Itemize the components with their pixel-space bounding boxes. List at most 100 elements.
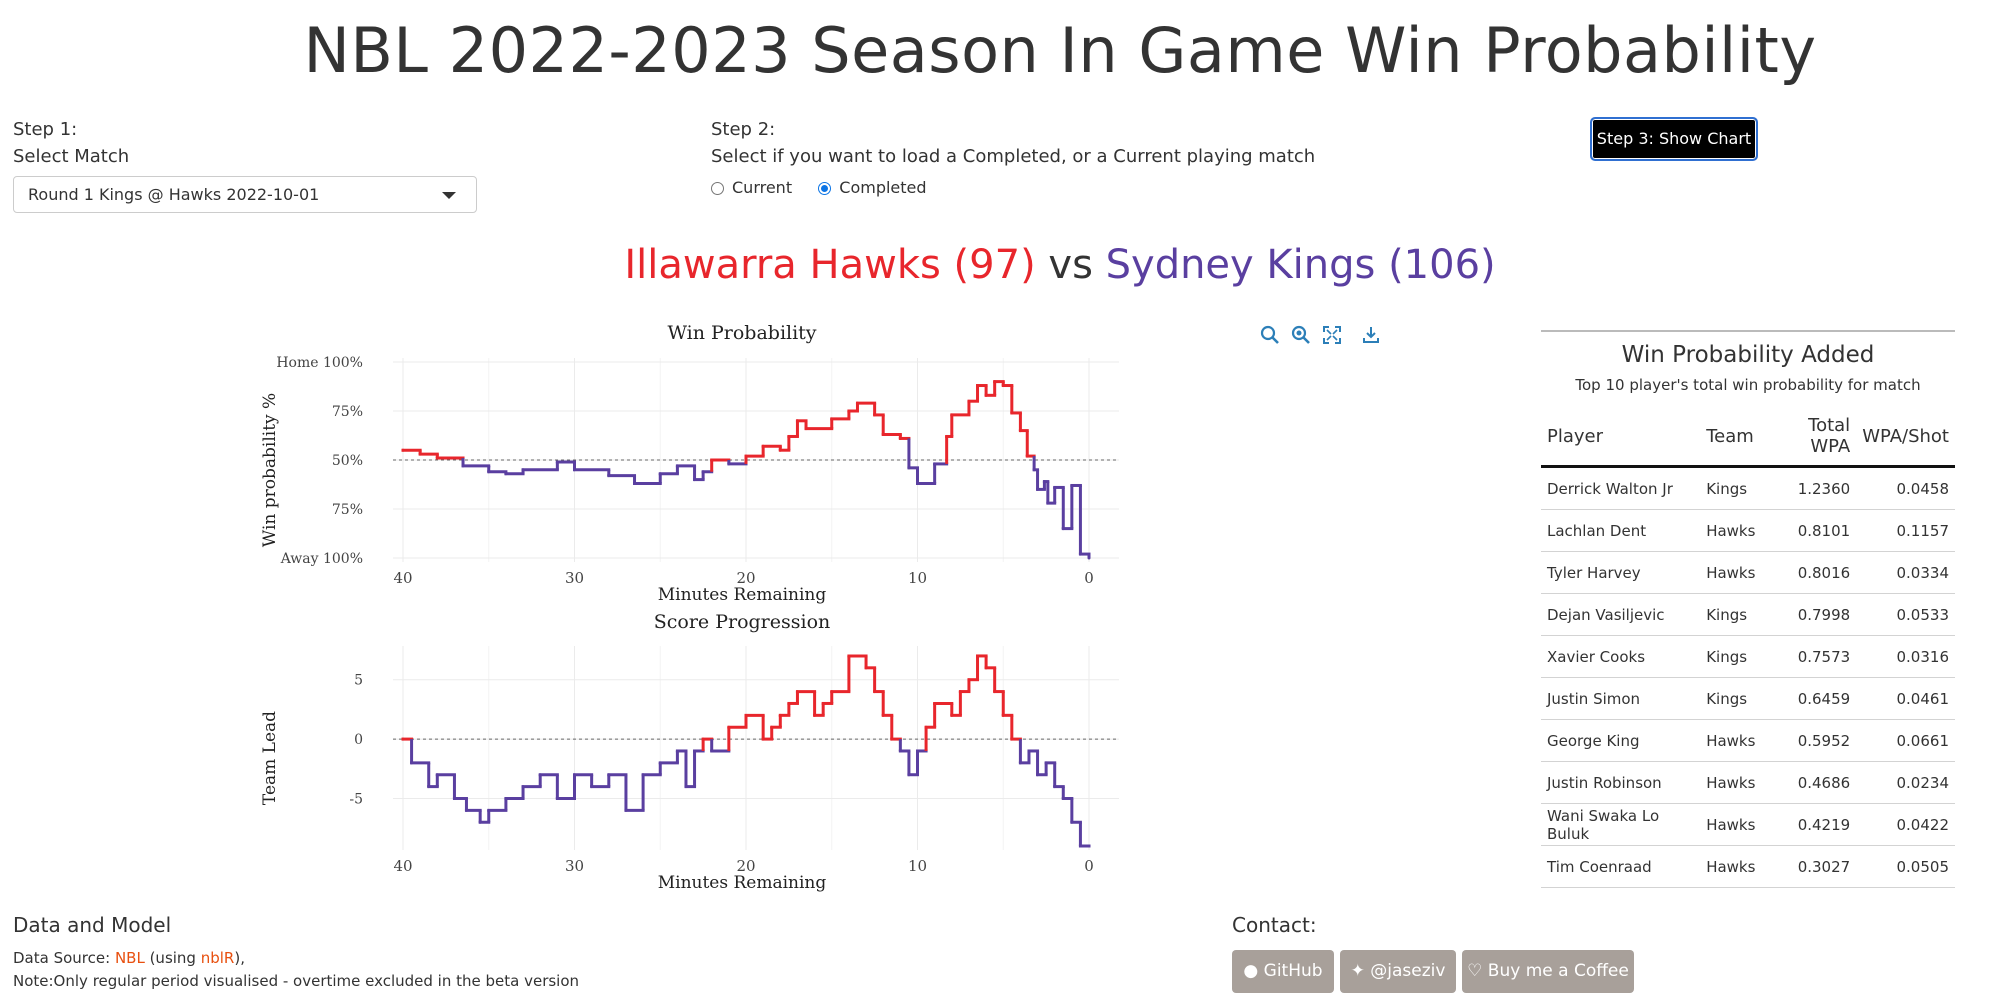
data-point [641,773,645,777]
cell-total-wpa: 0.8101 [1761,509,1857,552]
data-point [1001,384,1005,388]
table-row: Xavier Cooks Kings 0.7573 0.0316 [1541,635,1955,678]
data-point [795,690,799,694]
data-point [873,413,877,417]
data-point [993,690,997,694]
cell-wpa-shot: 0.0458 [1856,466,1955,510]
matchup-title: Illawarra Hawks (97) vs Sydney Kings (10… [0,242,2002,288]
contact-section: Contact: [1232,913,1317,937]
data-point [821,701,825,705]
cell-player: Wani Swaka Lo Buluk [1541,803,1701,846]
cell-total-wpa: 0.4686 [1761,761,1857,804]
data-point [761,444,765,448]
y-tick-label: 75% [332,502,363,518]
wpa-title: Win Probability Added [1621,342,1875,368]
col-team[interactable]: Team [1700,407,1762,468]
data-point [830,690,834,694]
step1-label: Step 1: [13,119,78,140]
radio-completed[interactable] [818,182,832,195]
zoom-reset-icon[interactable] [1291,325,1311,345]
data-point [1027,749,1031,753]
nbl-link[interactable]: NBL [114,949,145,967]
cell-wpa-shot: 0.0234 [1856,761,1955,804]
data-point [461,464,465,468]
data-point [967,678,971,682]
coffee-label: Buy me a Coffee [1487,961,1629,981]
cell-total-wpa: 0.7998 [1761,593,1857,636]
data-point [693,478,697,482]
chevron-down-icon[interactable] [442,192,456,199]
step2-label: Step 2: [711,119,776,140]
wpa-table: Player Team Total WPA WPA/Shot Derrick W… [1541,407,1955,888]
match-status-radio-group: Current Completed [711,177,927,199]
col-total-wpa[interactable]: Total WPA [1761,407,1857,468]
data-point [967,399,971,403]
col-wpa-shot[interactable]: WPA/Shot [1856,407,1955,468]
data-point [1001,713,1005,717]
data-point [504,472,508,476]
cell-wpa-shot: 0.0505 [1856,845,1955,888]
cell-player: Lachlan Dent [1541,509,1701,552]
x-tick-label: 30 [565,857,584,875]
data-point [555,460,559,464]
wp-x-axis-title: Minutes Remaining [657,585,827,605]
data-point [693,749,697,753]
data-point [847,409,851,413]
cell-player: Tyler Harvey [1541,551,1701,594]
table-row: Wani Swaka Lo Buluk Hawks 0.4219 0.0422 [1541,803,1955,846]
table-row: Tyler Harvey Hawks 0.8016 0.0334 [1541,551,1955,594]
data-point [1087,844,1091,848]
radio-completed-label[interactable]: Completed [839,178,927,197]
cell-total-wpa: 0.4219 [1761,803,1857,846]
data-point [993,380,997,384]
radio-current[interactable] [711,182,724,195]
data-point [1078,552,1082,556]
data-point [830,417,834,421]
data-point [924,725,928,729]
data-point [778,448,782,452]
data-point [1078,844,1082,848]
twitter-button[interactable]: ✦ @jaseziv [1340,950,1456,993]
download-icon[interactable] [1361,325,1381,345]
zoom-icon[interactable] [1260,325,1280,345]
data-point [538,773,542,777]
match-select[interactable]: Round 1 Kings @ Hawks 2022-10-01 [13,176,477,213]
cell-team: Hawks [1700,761,1762,804]
data-point [787,701,791,705]
x-tick-label: 0 [1084,569,1094,587]
wpa-panel: Win Probability Added Top 10 player's to… [1541,330,1955,888]
col-player[interactable]: Player [1541,407,1701,468]
data-point [607,474,611,478]
coffee-button[interactable]: ♡ Buy me a Coffee [1462,950,1634,993]
radio-current-label[interactable]: Current [732,178,793,197]
data-point [607,773,611,777]
data-point [521,468,525,472]
data-point [401,448,405,452]
x-tick-label: 10 [908,857,927,875]
cell-total-wpa: 0.7573 [1761,635,1857,678]
data-point [727,462,731,466]
data-point [590,785,594,789]
data-point [401,737,405,741]
score-y-axis-title: Team Lead [260,710,280,806]
data-point [1053,485,1057,489]
cell-total-wpa: 0.5952 [1761,719,1857,762]
cell-team: Hawks [1700,719,1762,762]
beta-note: Note:Only regular period visualised - ov… [13,972,580,990]
data-point [813,713,817,717]
show-chart-button[interactable]: Step 3: Show Chart [1590,117,1758,161]
data-point [624,808,628,812]
data-point [933,462,937,466]
github-button[interactable]: ● GitHub [1232,950,1334,993]
data-point [744,713,748,717]
autoscale-icon[interactable] [1322,325,1342,345]
home-team-score: Illawarra Hawks (97) [624,242,1036,288]
data-point [916,749,919,753]
data-point [427,785,431,789]
data-model-heading: Data and Model [13,913,172,937]
cell-total-wpa: 1.2360 [1761,466,1857,510]
cell-wpa-shot: 0.1157 [1856,509,1955,552]
cell-player: Justin Robinson [1541,761,1701,804]
nblr-link[interactable]: nblR [200,949,235,967]
data-point [675,464,679,468]
